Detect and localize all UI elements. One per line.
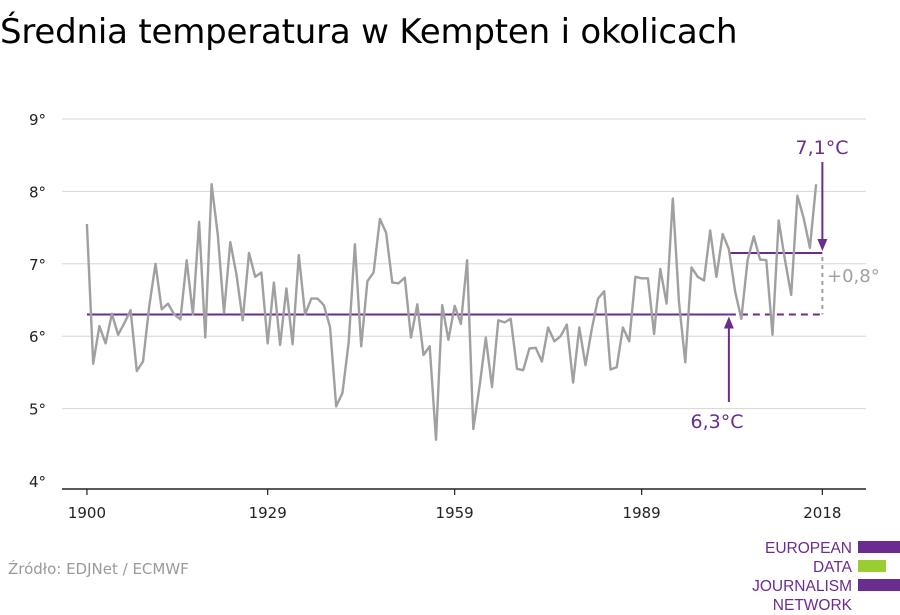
logo-line-3: NETWORK bbox=[772, 597, 852, 614]
x-tick-label: 1989 bbox=[623, 504, 661, 522]
logo-bar-2 bbox=[858, 560, 886, 572]
x-tick-label: 2018 bbox=[803, 504, 841, 522]
x-tick-label: 1929 bbox=[249, 504, 287, 522]
y-tick-label: 6° bbox=[29, 328, 46, 346]
logo-bar-3 bbox=[858, 579, 900, 591]
baseline-label: 6,3°C bbox=[691, 411, 744, 433]
reference-lines bbox=[86, 162, 828, 402]
logo-line-2: DATA JOURNALISM bbox=[752, 559, 852, 595]
y-axis-ticks: 4° 5° 6° 7° 8° 9° bbox=[29, 111, 46, 491]
recent-arrow-head bbox=[817, 238, 828, 251]
grid-lines bbox=[62, 118, 866, 410]
logo-line-1: EUROPEAN bbox=[765, 540, 852, 557]
edjnet-logo: EUROPEAN DATA JOURNALISM NETWORK bbox=[706, 539, 900, 614]
y-tick-label: 7° bbox=[29, 256, 46, 274]
x-axis: 1900 1929 1959 1989 2018 bbox=[62, 488, 866, 522]
chart-title: Średnia temperatura w Kempten i okolicac… bbox=[0, 12, 738, 52]
y-tick-label: 9° bbox=[29, 111, 46, 129]
x-tick-label: 1900 bbox=[68, 504, 106, 522]
temperature-series-line bbox=[85, 182, 818, 441]
annotations: 6,3°C 7,1°C +0,8° bbox=[691, 137, 880, 433]
baseline-arrow-head bbox=[723, 316, 734, 329]
temperature-chart: 4° 5° 6° 7° 8° 9° 1900 1929 1959 1989 2018 6,3°C … bbox=[29, 111, 880, 522]
logo-text: EUROPEAN DATA JOURNALISM NETWORK bbox=[712, 539, 852, 615]
delta-label: +0,8° bbox=[827, 266, 880, 287]
x-tick-label: 1959 bbox=[436, 504, 474, 522]
logo-bar-1 bbox=[858, 541, 900, 553]
source-note: Źródło: EDJNet / ECMWF bbox=[8, 560, 189, 578]
y-tick-label: 4° bbox=[29, 473, 46, 491]
y-tick-label: 5° bbox=[29, 401, 46, 419]
y-tick-label: 8° bbox=[29, 183, 46, 201]
series-group bbox=[85, 182, 818, 441]
recent-average-label: 7,1°C bbox=[796, 137, 849, 159]
